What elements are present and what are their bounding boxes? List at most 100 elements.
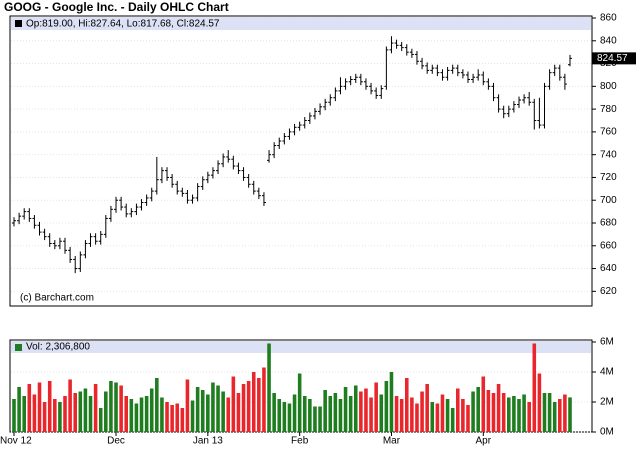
volume-bar — [124, 396, 129, 432]
volume-bar — [486, 390, 491, 432]
chart-title: GOOG - Google Inc. - Daily OHLC Chart — [4, 0, 229, 14]
volume-bar — [292, 394, 297, 432]
volume-bar — [563, 394, 567, 432]
volume-bar — [63, 396, 67, 432]
volume-bar — [27, 384, 32, 432]
volume-legend-swatch — [15, 344, 22, 351]
volume-bar — [32, 394, 37, 432]
volume-bar — [501, 393, 506, 432]
last-price-box — [592, 52, 636, 65]
volume-bar — [200, 390, 205, 432]
volume-bar — [568, 397, 572, 432]
price-legend-swatch — [15, 20, 22, 27]
volume-bar — [445, 399, 450, 432]
y-tick-label: 760 — [600, 127, 617, 138]
volume-bar — [93, 384, 98, 432]
volume-bar — [231, 376, 236, 432]
volume-bar — [42, 402, 47, 432]
volume-bar — [364, 388, 368, 432]
volume-bar — [277, 399, 282, 432]
volume-bar — [496, 384, 501, 432]
volume-bar — [58, 402, 62, 432]
volume-bar — [476, 387, 480, 432]
volume-bar — [257, 378, 261, 432]
volume-bar — [190, 400, 195, 432]
volume-bar — [455, 388, 460, 432]
volume-bar — [359, 391, 363, 432]
volume-bar — [246, 381, 251, 432]
volume-bar — [552, 402, 557, 432]
volume-bar — [461, 399, 465, 432]
volume-bar — [155, 378, 159, 432]
volume-bar — [369, 397, 373, 432]
volume-bar — [481, 376, 486, 432]
volume-bar — [338, 399, 343, 432]
volume-bar — [37, 382, 42, 432]
y-tick-label: 800 — [600, 81, 617, 92]
volume-bar — [425, 384, 429, 432]
y-tick-label: 700 — [600, 195, 617, 206]
volume-bar — [491, 393, 496, 432]
y-tick-label: 6M — [600, 337, 614, 348]
volume-bar — [374, 382, 378, 432]
volume-bar — [542, 393, 547, 432]
volume-bar — [134, 403, 139, 432]
volume-bar — [185, 379, 190, 432]
volume-bar — [384, 381, 389, 432]
volume-bar — [83, 388, 88, 432]
volume-bar — [420, 391, 424, 432]
y-tick-label: 780 — [600, 104, 617, 115]
volume-bar — [450, 408, 455, 432]
volume-bar — [78, 391, 83, 432]
volume-bar — [343, 387, 348, 432]
volume-bar — [353, 385, 358, 432]
volume-bar — [404, 378, 409, 432]
volume-bar — [430, 402, 435, 432]
y-tick-label: 680 — [600, 218, 617, 229]
y-tick-label: 740 — [600, 149, 617, 160]
volume-bar — [282, 402, 287, 432]
x-tick-label: Jan 13 — [193, 436, 223, 447]
volume-bar — [399, 399, 404, 432]
last-price-label: 824.57 — [597, 53, 628, 64]
volume-bar — [547, 393, 552, 432]
volume-bar — [527, 402, 531, 432]
volume-bar — [440, 394, 445, 432]
volume-bar — [98, 408, 103, 432]
y-tick-label: 840 — [600, 35, 617, 46]
volume-bar — [558, 399, 562, 432]
volume-bar — [88, 396, 93, 432]
volume-bar — [149, 388, 154, 432]
volume-bar — [512, 396, 516, 432]
volume-bar — [226, 397, 231, 432]
y-tick-label: 4M — [600, 367, 614, 378]
volume-bar — [410, 397, 414, 432]
x-tick-label: Apr — [476, 436, 492, 447]
volume-bar — [195, 387, 200, 432]
volume-bar — [221, 391, 225, 432]
volume-bar — [160, 397, 164, 432]
volume-bar — [241, 384, 246, 432]
x-tick-label: Dec — [107, 436, 125, 447]
volume-bar — [394, 396, 399, 432]
volume-bar — [318, 406, 322, 432]
volume-bar — [206, 394, 210, 432]
volume-bar — [129, 399, 134, 432]
volume-bar — [323, 390, 327, 432]
y-tick-label: 660 — [600, 240, 617, 251]
volume-bar — [73, 393, 77, 432]
volume-bar — [415, 403, 419, 432]
volume-bar — [507, 397, 511, 432]
volume-bar — [216, 385, 220, 432]
price-panel — [9, 15, 593, 307]
volume-bar — [435, 403, 440, 432]
volume-bar — [517, 399, 521, 432]
volume-bar — [22, 396, 26, 432]
volume-legend-bar — [11, 341, 591, 353]
volume-bar — [119, 385, 123, 432]
y-tick-label: 720 — [600, 172, 617, 183]
volume-bar — [180, 408, 185, 432]
volume-bar — [379, 394, 384, 432]
volume-bar — [308, 399, 312, 432]
